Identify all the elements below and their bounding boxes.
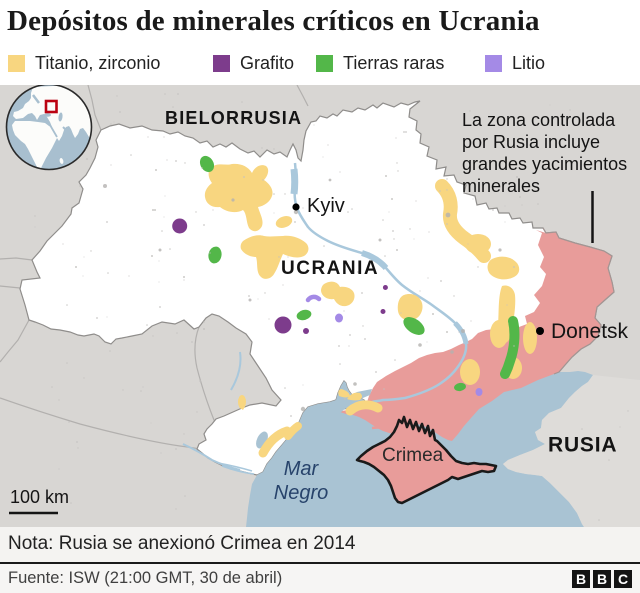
svg-text:por Rusia incluye: por Rusia incluye xyxy=(462,132,600,152)
svg-text:Negro: Negro xyxy=(274,482,328,504)
svg-text:minerales: minerales xyxy=(462,176,540,196)
svg-text:100 km: 100 km xyxy=(10,487,69,507)
svg-text:Kyiv: Kyiv xyxy=(307,195,345,217)
svg-text:RUSIA: RUSIA xyxy=(548,434,617,457)
svg-text:Crimea: Crimea xyxy=(382,445,444,466)
svg-text:UCRANIA: UCRANIA xyxy=(281,258,379,279)
svg-text:La zona controlada: La zona controlada xyxy=(462,110,616,130)
svg-text:Mar: Mar xyxy=(284,458,320,480)
svg-text:Donetsk: Donetsk xyxy=(551,320,629,343)
svg-text:grandes yacimientos: grandes yacimientos xyxy=(462,154,627,174)
svg-text:BIELORRUSIA: BIELORRUSIA xyxy=(165,108,302,128)
